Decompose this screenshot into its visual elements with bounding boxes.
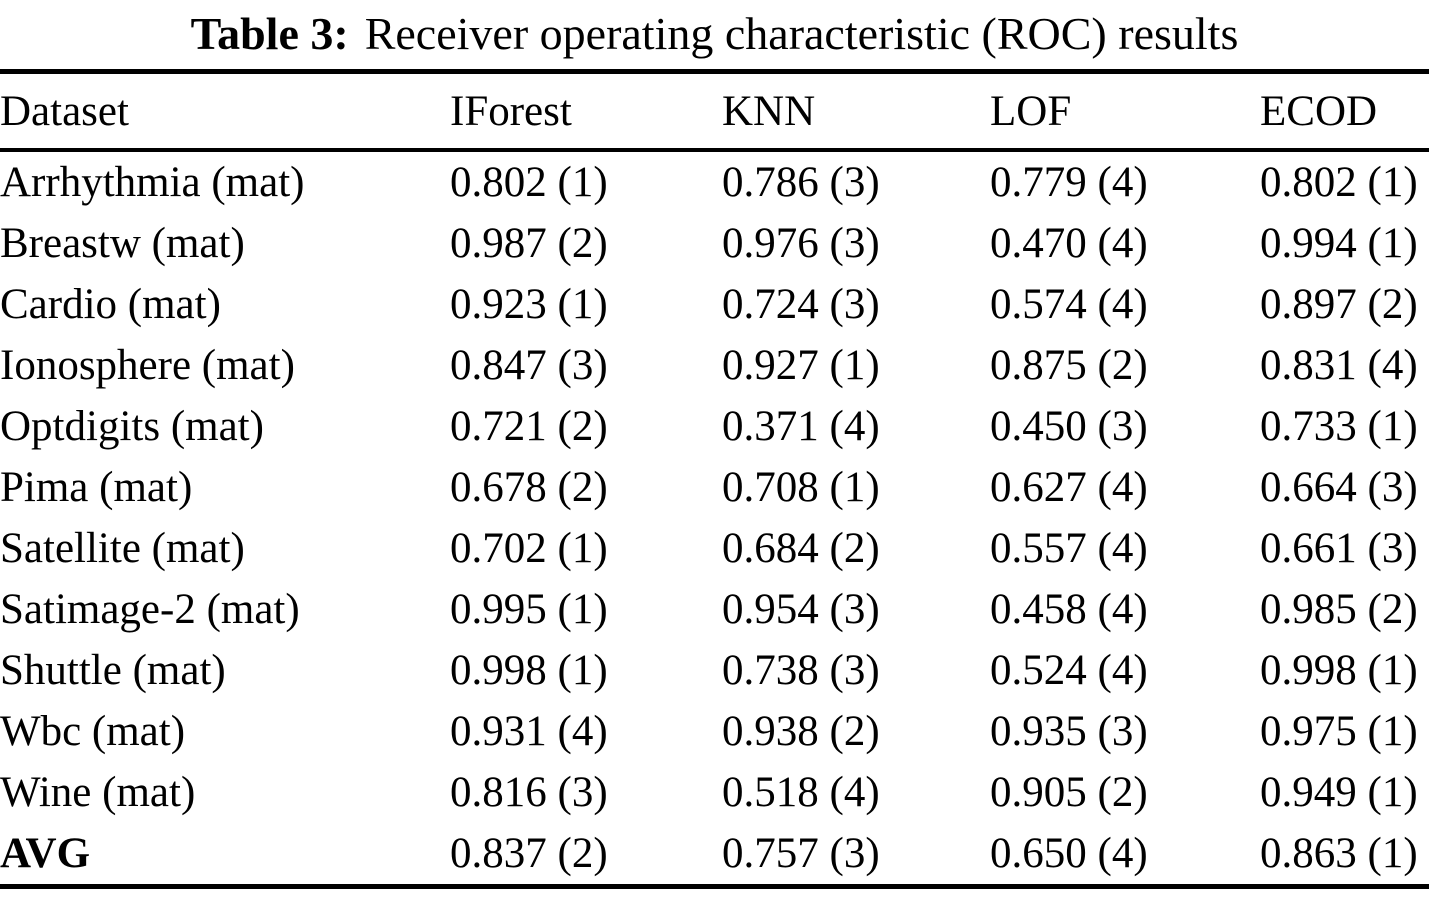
table-row-ionosphere: Ionosphere (mat) 0.847 (3) 0.927 (1) 0.8…	[0, 335, 1429, 396]
iforest-value-cell: 0.702 (1)	[450, 525, 608, 572]
ecod-value-cell: 0.664 (3)	[1260, 464, 1418, 511]
lof-value-cell: 0.524 (4)	[990, 647, 1148, 694]
dataset-cell: Pima (mat)	[0, 464, 193, 511]
lof-value-cell: 0.627 (4)	[990, 464, 1148, 511]
table-row-avg: AVG 0.837 (2) 0.757 (3) 0.650 (4) 0.863 …	[0, 823, 1429, 887]
ecod-value-cell: 0.949 (1)	[1260, 769, 1418, 816]
col-header-ecod: ECOD	[1260, 71, 1429, 152]
table-row-wbc: Wbc (mat) 0.931 (4) 0.938 (2) 0.935 (3) …	[0, 701, 1429, 762]
table-row-satellite: Satellite (mat) 0.702 (1) 0.684 (2) 0.55…	[0, 518, 1429, 579]
lof-value-cell: 0.905 (2)	[990, 769, 1148, 816]
table-header: Dataset IForest KNN LOF ECOD	[0, 71, 1429, 152]
knn-value-cell: 0.976 (3)	[722, 220, 880, 267]
knn-value-cell: 0.708 (1)	[722, 464, 880, 511]
col-header-knn: KNN	[722, 71, 990, 152]
ecod-value-cell: 0.998 (1)	[1260, 647, 1418, 694]
table-row-pima: Pima (mat) 0.678 (2) 0.708 (1) 0.627 (4)…	[0, 457, 1429, 518]
lof-value-cell: 0.650 (4)	[990, 830, 1148, 877]
header-row: Dataset IForest KNN LOF ECOD	[0, 71, 1429, 152]
col-header-iforest: IForest	[450, 71, 722, 152]
ecod-value-cell: 0.975 (1)	[1260, 708, 1418, 755]
dataset-cell: AVG	[0, 830, 91, 877]
lof-value-cell: 0.779 (4)	[990, 159, 1148, 206]
ecod-value-cell: 0.831 (4)	[1260, 342, 1418, 389]
iforest-value-cell: 0.923 (1)	[450, 281, 608, 328]
lof-value-cell: 0.470 (4)	[990, 220, 1148, 267]
lof-value-cell: 0.875 (2)	[990, 342, 1148, 389]
table-row-shuttle: Shuttle (mat) 0.998 (1) 0.738 (3) 0.524 …	[0, 640, 1429, 701]
knn-value-cell: 0.518 (4)	[722, 769, 880, 816]
dataset-cell: Wine (mat)	[0, 769, 196, 816]
iforest-value-cell: 0.802 (1)	[450, 159, 608, 206]
ecod-value-cell: 0.985 (2)	[1260, 586, 1418, 633]
ecod-value-cell: 0.897 (2)	[1260, 281, 1418, 328]
table-caption-text: Receiver operating characteristic (ROC) …	[364, 8, 1239, 59]
lof-value-cell: 0.458 (4)	[990, 586, 1148, 633]
ecod-value-cell: 0.661 (3)	[1260, 525, 1418, 572]
knn-value-cell: 0.757 (3)	[722, 830, 880, 877]
iforest-value-cell: 0.998 (1)	[450, 647, 608, 694]
iforest-value-cell: 0.678 (2)	[450, 464, 608, 511]
dataset-cell: Wbc (mat)	[0, 708, 186, 755]
iforest-value-cell: 0.837 (2)	[450, 830, 608, 877]
ecod-value-cell: 0.994 (1)	[1260, 220, 1418, 267]
iforest-value-cell: 0.995 (1)	[450, 586, 608, 633]
iforest-value-cell: 0.931 (4)	[450, 708, 608, 755]
knn-value-cell: 0.786 (3)	[722, 159, 880, 206]
ecod-value-cell: 0.802 (1)	[1260, 159, 1418, 206]
dataset-cell: Cardio (mat)	[0, 281, 221, 328]
lof-value-cell: 0.450 (3)	[990, 403, 1148, 450]
knn-value-cell: 0.684 (2)	[722, 525, 880, 572]
knn-value-cell: 0.371 (4)	[722, 403, 880, 450]
dataset-cell: Optdigits (mat)	[0, 403, 264, 450]
table-row-satimage2: Satimage-2 (mat) 0.995 (1) 0.954 (3) 0.4…	[0, 579, 1429, 640]
knn-value-cell: 0.954 (3)	[722, 586, 880, 633]
table-row-arrhythmia: Arrhythmia (mat) 0.802 (1) 0.786 (3) 0.7…	[0, 150, 1429, 213]
table-row-cardio: Cardio (mat) 0.923 (1) 0.724 (3) 0.574 (…	[0, 274, 1429, 335]
dataset-cell: Satellite (mat)	[0, 525, 245, 572]
iforest-value-cell: 0.816 (3)	[450, 769, 608, 816]
roc-results-table: Dataset IForest KNN LOF ECOD Arrhythmia …	[0, 69, 1429, 889]
dataset-cell: Arrhythmia (mat)	[0, 159, 305, 206]
table-caption: Table 3: Receiver operating characteristi…	[0, 0, 1429, 69]
iforest-value-cell: 0.847 (3)	[450, 342, 608, 389]
lof-value-cell: 0.557 (4)	[990, 525, 1148, 572]
col-header-lof: LOF	[990, 71, 1260, 152]
dataset-cell: Ionosphere (mat)	[0, 342, 295, 389]
iforest-value-cell: 0.987 (2)	[450, 220, 608, 267]
table-body: Arrhythmia (mat) 0.802 (1) 0.786 (3) 0.7…	[0, 150, 1429, 887]
lof-value-cell: 0.935 (3)	[990, 708, 1148, 755]
ecod-value-cell: 0.863 (1)	[1260, 830, 1418, 877]
table-row-optdigits: Optdigits (mat) 0.721 (2) 0.371 (4) 0.45…	[0, 396, 1429, 457]
dataset-cell: Satimage-2 (mat)	[0, 586, 300, 633]
knn-value-cell: 0.724 (3)	[722, 281, 880, 328]
knn-value-cell: 0.738 (3)	[722, 647, 880, 694]
ecod-value-cell: 0.733 (1)	[1260, 403, 1418, 450]
dataset-cell: Shuttle (mat)	[0, 647, 226, 694]
dataset-cell: Breastw (mat)	[0, 220, 245, 267]
lof-value-cell: 0.574 (4)	[990, 281, 1148, 328]
iforest-value-cell: 0.721 (2)	[450, 403, 608, 450]
table-row-wine: Wine (mat) 0.816 (3) 0.518 (4) 0.905 (2)…	[0, 762, 1429, 823]
knn-value-cell: 0.938 (2)	[722, 708, 880, 755]
col-header-dataset: Dataset	[0, 71, 450, 152]
table-caption-label: Table 3:	[190, 8, 349, 59]
knn-value-cell: 0.927 (1)	[722, 342, 880, 389]
table-row-breastw: Breastw (mat) 0.987 (2) 0.976 (3) 0.470 …	[0, 213, 1429, 274]
